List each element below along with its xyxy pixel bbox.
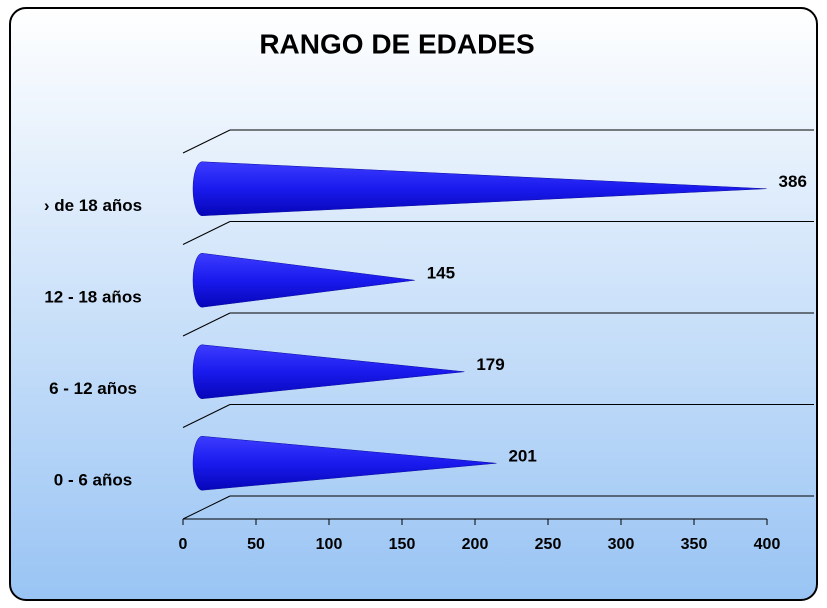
- cone: [192, 344, 465, 400]
- x-tick-label: 300: [608, 536, 635, 553]
- y-tick-label: 6 - 12 años: [49, 379, 137, 398]
- x-tick-label: 250: [535, 536, 562, 553]
- wall-diagonal: [182, 404, 231, 428]
- cone: [192, 435, 497, 491]
- value-label: 145: [427, 264, 455, 283]
- y-tick-label: › de 18 años: [44, 196, 142, 215]
- wall-diagonal: [182, 221, 231, 245]
- value-label: 201: [508, 447, 536, 466]
- x-tick-label: 0: [179, 536, 188, 553]
- y-tick-label: 0 - 6 años: [54, 471, 132, 490]
- y-tick-label: 12 - 18 años: [44, 288, 141, 307]
- x-tick-label: 350: [681, 536, 708, 553]
- x-tick-label: 400: [754, 536, 781, 553]
- cone: [192, 161, 767, 217]
- floor-edge: [182, 495, 231, 520]
- value-label: 179: [476, 355, 504, 374]
- x-tick-label: 200: [462, 536, 489, 553]
- wall-diagonal: [182, 312, 231, 337]
- wall-diagonal: [182, 129, 231, 154]
- chart-title: RANGO DE EDADES: [259, 28, 534, 59]
- x-tick-label: 50: [247, 536, 265, 553]
- cone: [192, 252, 415, 308]
- x-tick-label: 150: [389, 536, 416, 553]
- value-label: 386: [779, 172, 807, 191]
- x-tick-label: 100: [316, 536, 343, 553]
